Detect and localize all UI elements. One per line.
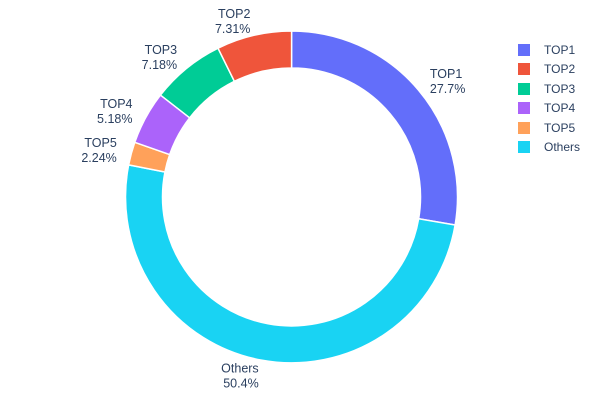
legend-item-label: TOP2: [544, 62, 576, 77]
legend-item-label: TOP3: [544, 81, 576, 96]
slice-label-top1: TOP1 27.7%: [430, 67, 465, 96]
pie-slice-top2[interactable]: [217, 30, 293, 83]
legend-item-top4[interactable]: TOP4: [518, 99, 580, 119]
legend-item-label: TOP5: [544, 120, 576, 135]
legend-item-label: Others: [544, 140, 581, 155]
legend: TOP1 TOP2 TOP3 TOP4 TOP5 Others: [518, 40, 580, 157]
legend-swatch-icon: [518, 121, 530, 134]
legend-item-label: TOP1: [544, 42, 576, 57]
legend-swatch-icon: [518, 63, 530, 76]
slice-label-others: Others 50.4%: [221, 362, 259, 391]
legend-swatch-icon: [518, 43, 530, 56]
slice-label-top2: TOP2 7.31%: [215, 7, 251, 36]
slice-label-top3: TOP3 7.18%: [142, 43, 178, 72]
pie-slice-top1[interactable]: [290, 30, 459, 226]
slice-label-top4: TOP4 5.18%: [97, 97, 133, 126]
legend-swatch-icon: [518, 102, 530, 115]
legend-item-top2[interactable]: TOP2: [518, 60, 580, 80]
legend-swatch-icon: [518, 141, 530, 154]
slice-label-top5: TOP5 2.24%: [81, 136, 117, 165]
legend-item-top5[interactable]: TOP5: [518, 118, 580, 138]
legend-item-top3[interactable]: TOP3: [518, 79, 580, 99]
legend-swatch-icon: [518, 82, 530, 95]
legend-item-others[interactable]: Others: [518, 138, 580, 158]
legend-item-top1[interactable]: TOP1: [518, 40, 580, 60]
legend-item-label: TOP4: [544, 101, 576, 116]
pie-slice-others[interactable]: [124, 164, 456, 364]
